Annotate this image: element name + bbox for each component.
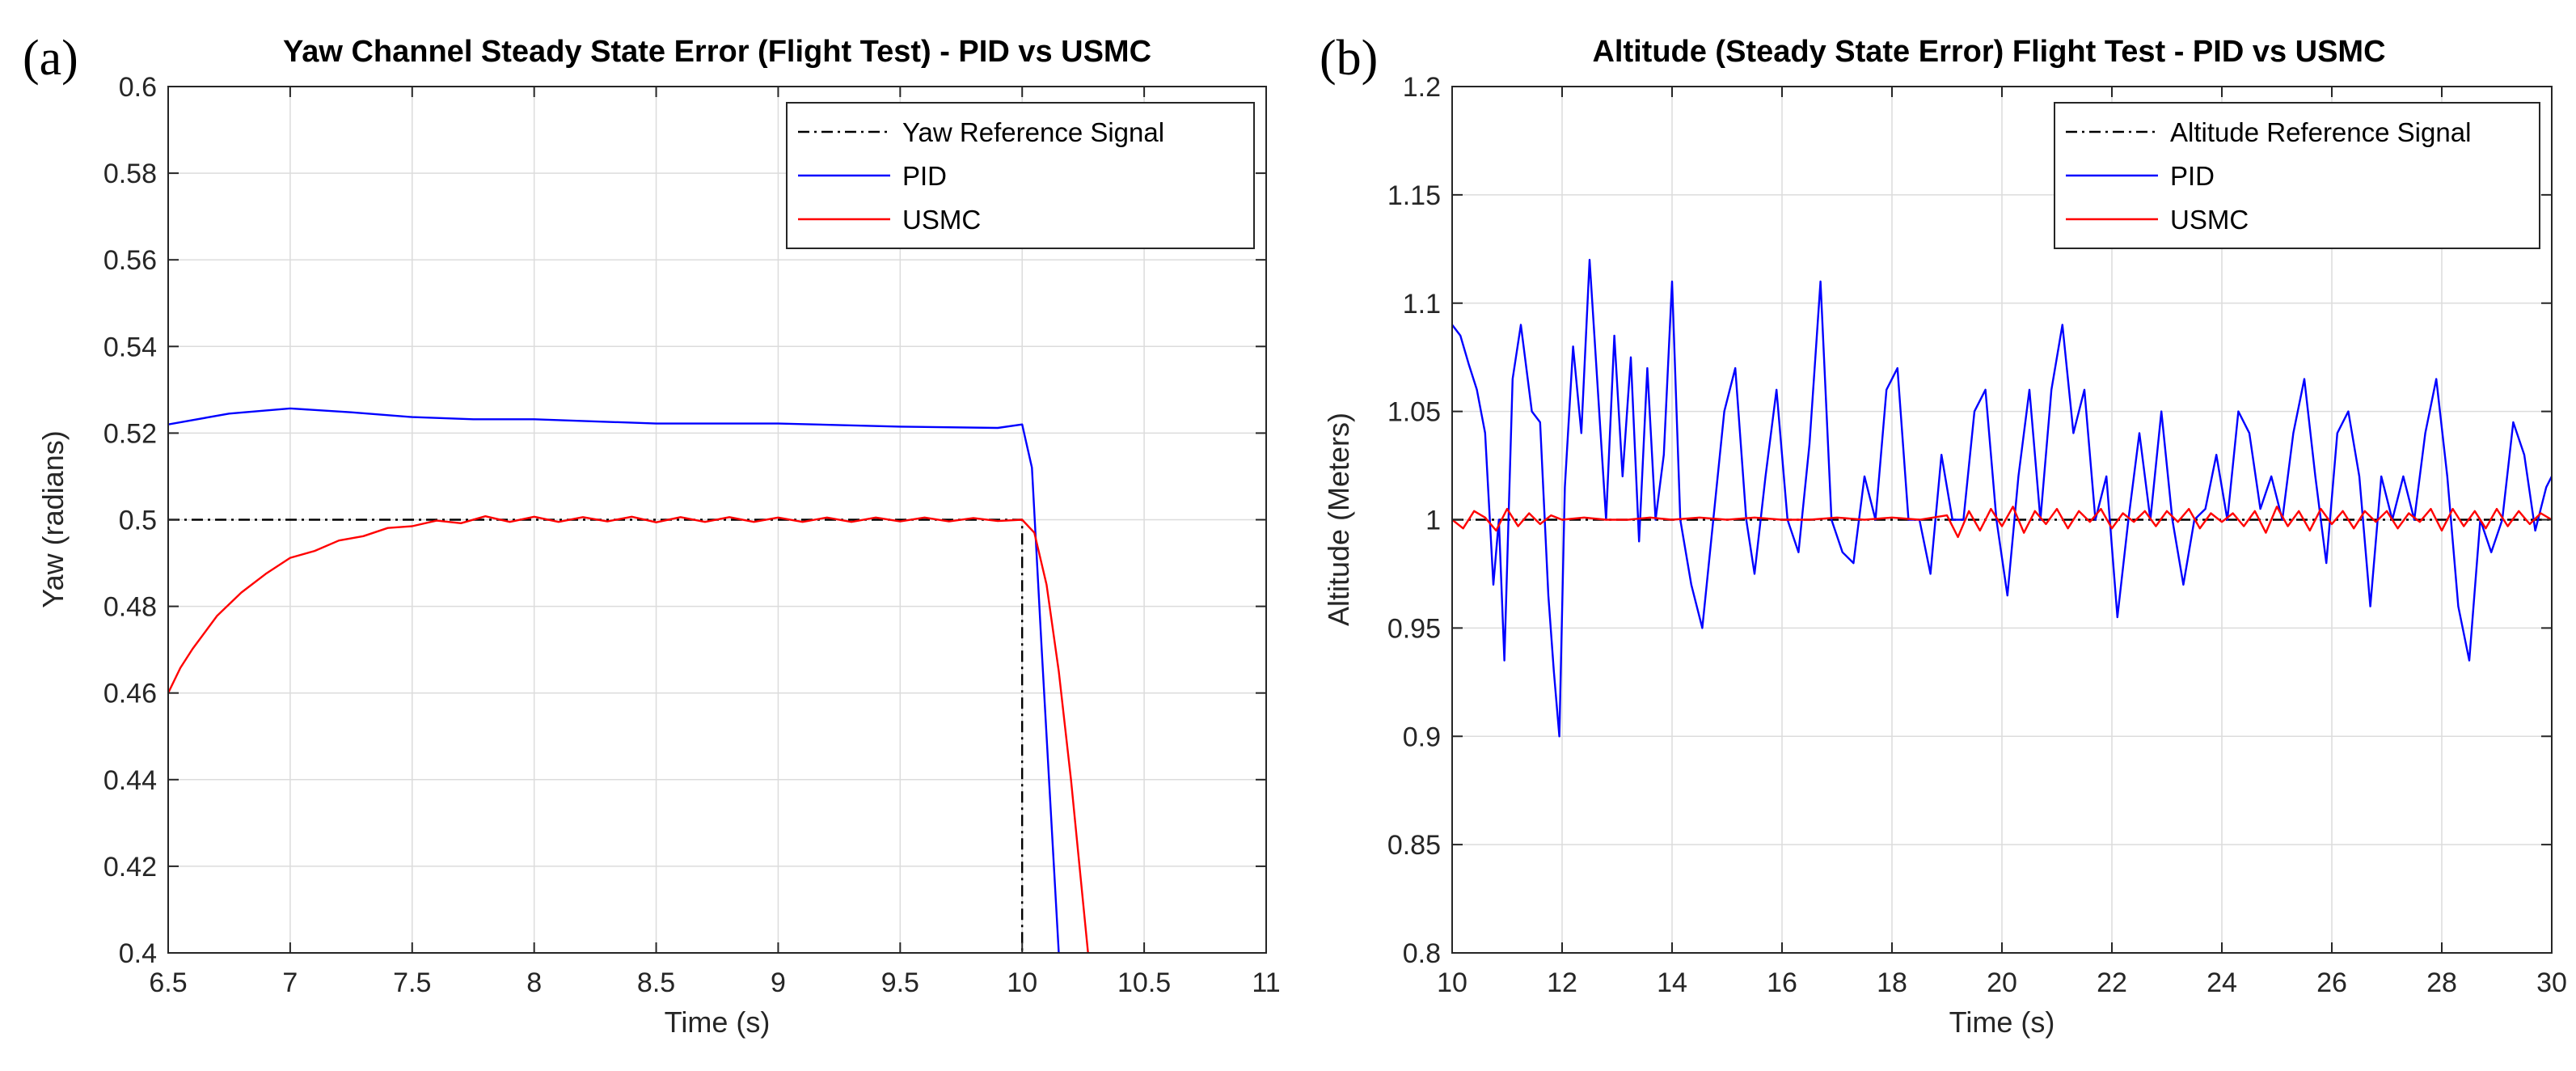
panel-b-ticks: 10 12 14 16 18 20 22 24 26 28 30 0.8 0.85 0.9 0.95 1 1.0… xyxy=(1387,72,2567,998)
x-tick-label: 7 xyxy=(282,967,298,998)
panel-b-ylabel: Altitude (Meters) xyxy=(1322,413,1355,626)
x-tick-label: 26 xyxy=(2316,967,2347,998)
panel-b-title: Altitude (Steady State Error) Flight Tes… xyxy=(1592,35,2385,69)
y-tick-label: 0.46 xyxy=(103,679,157,709)
legend-label: Yaw Reference Signal xyxy=(902,117,1164,147)
x-tick-label: 20 xyxy=(1987,967,2017,998)
y-tick-label: 0.4 xyxy=(119,938,157,969)
panel-b-letter: (b) xyxy=(1320,31,1378,86)
panel-a-ticks: 6.5 7 7.5 8 8.5 9 9.5 10 10.5 11 0.4 0.42 0.44 0.46 0.… xyxy=(103,72,1281,998)
legend-label: USMC xyxy=(2170,205,2249,235)
x-tick-label: 8 xyxy=(526,967,542,998)
x-tick-label: 22 xyxy=(2097,967,2127,998)
x-tick-label: 9.5 xyxy=(881,967,919,998)
x-tick-label: 9 xyxy=(771,967,786,998)
x-tick-label: 18 xyxy=(1877,967,1907,998)
x-tick-label: 11 xyxy=(1252,967,1280,998)
y-tick-label: 1 xyxy=(1425,506,1441,536)
y-tick-label: 0.56 xyxy=(103,245,157,276)
series-line-pid xyxy=(168,407,1060,953)
y-tick-label: 0.8 xyxy=(1403,938,1441,969)
x-tick-label: 24 xyxy=(2206,967,2237,998)
panel-b-series xyxy=(1452,259,2552,738)
y-tick-label: 0.48 xyxy=(103,592,157,623)
y-tick-label: 1.2 xyxy=(1403,72,1441,103)
series-line-usmc xyxy=(168,515,1089,953)
x-tick-label: 10 xyxy=(1437,967,1467,998)
y-tick-label: 0.58 xyxy=(103,159,157,189)
y-tick-label: 0.9 xyxy=(1403,722,1441,752)
y-tick-label: 0.42 xyxy=(103,852,157,883)
legend-label: USMC xyxy=(902,205,981,235)
y-tick-label: 1.1 xyxy=(1403,289,1441,320)
x-tick-label: 16 xyxy=(1767,967,1797,998)
panel-b-xlabel: Time (s) xyxy=(1949,1005,2055,1039)
panel-a-series xyxy=(168,407,1089,953)
x-tick-label: 28 xyxy=(2426,967,2457,998)
panel-b: (b) Altitude (Steady State Error) Flight… xyxy=(1320,31,2567,1039)
series-line-usmc xyxy=(1452,506,2552,539)
x-tick-label: 8.5 xyxy=(637,967,675,998)
panel-b-legend: Altitude Reference Signal PID USMC xyxy=(2054,102,2540,249)
panel-a-legend: Yaw Reference Signal PID USMC xyxy=(786,102,1255,249)
y-tick-label: 1.15 xyxy=(1387,180,1441,211)
y-tick-label: 0.44 xyxy=(103,765,157,796)
panel-a-letter: (a) xyxy=(23,31,78,86)
x-tick-label: 12 xyxy=(1547,967,1577,998)
panel-a-xlabel: Time (s) xyxy=(665,1005,771,1039)
x-tick-label: 6.5 xyxy=(149,967,187,998)
legend-label: PID xyxy=(2170,161,2215,191)
x-tick-label: 30 xyxy=(2536,967,2567,998)
y-tick-label: 0.95 xyxy=(1387,613,1441,644)
y-tick-label: 0.54 xyxy=(103,332,157,362)
series-line-pid xyxy=(1452,259,2552,738)
y-tick-label: 0.52 xyxy=(103,418,157,449)
panel-a-title: Yaw Channel Steady State Error (Flight T… xyxy=(283,35,1151,69)
y-tick-label: 0.6 xyxy=(119,72,157,103)
legend-label: PID xyxy=(902,161,947,191)
x-tick-label: 14 xyxy=(1657,967,1687,998)
panel-a: (a) Yaw Channel Steady State Error (Flig… xyxy=(23,31,1281,1039)
y-tick-label: 1.05 xyxy=(1387,397,1441,428)
y-tick-label: 0.85 xyxy=(1387,830,1441,861)
x-tick-label: 7.5 xyxy=(393,967,431,998)
legend-label: Altitude Reference Signal xyxy=(2170,117,2471,147)
x-tick-label: 10 xyxy=(1007,967,1037,998)
y-tick-label: 0.5 xyxy=(119,506,157,536)
x-tick-label: 10.5 xyxy=(1117,967,1171,998)
panel-a-ylabel: Yaw (radians) xyxy=(36,430,70,607)
